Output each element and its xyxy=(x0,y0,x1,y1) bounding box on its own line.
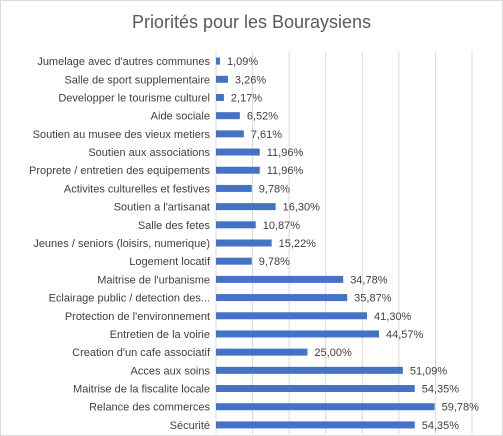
bar xyxy=(216,184,252,192)
category-label: Soutien aux associations xyxy=(88,147,210,159)
bar xyxy=(216,130,244,138)
bar xyxy=(216,112,240,120)
bar xyxy=(216,385,415,393)
bar xyxy=(216,348,308,356)
bar xyxy=(216,239,272,247)
bar xyxy=(216,421,415,429)
category-label: Soutien au musee des vieux metiers xyxy=(33,129,211,141)
category-label: Activites culturelles et festives xyxy=(64,183,211,195)
value-label: 34,78% xyxy=(350,274,388,286)
category-label: Creation d'un cafe associatif xyxy=(72,347,211,359)
value-label: 11,96% xyxy=(267,147,304,159)
value-label: 25,00% xyxy=(314,347,352,359)
value-label: 1,09% xyxy=(227,56,258,68)
category-label: Maitrise de l'urbanisme xyxy=(97,274,210,286)
bar xyxy=(216,294,348,302)
chart-title: Priorités pour les Bouraysiens xyxy=(131,12,372,32)
bar xyxy=(216,75,228,83)
bar xyxy=(216,257,252,265)
value-label: 54,35% xyxy=(422,384,460,396)
value-label: 11,96% xyxy=(267,165,304,177)
value-label: 54,35% xyxy=(422,420,460,432)
value-label: 6,52% xyxy=(247,111,278,123)
value-label: 35,87% xyxy=(354,293,392,305)
value-label: 9,78% xyxy=(259,183,290,195)
category-label: Protection de l'environnement xyxy=(65,311,210,323)
value-label: 44,57% xyxy=(386,329,424,341)
category-label: Acces aux soins xyxy=(131,365,211,377)
bar xyxy=(216,57,220,65)
value-label: 59,78% xyxy=(442,402,480,414)
bar xyxy=(216,203,276,211)
value-label: 16,30% xyxy=(283,202,321,214)
bar xyxy=(216,312,368,320)
bar xyxy=(216,148,260,156)
category-label: Salle des fetes xyxy=(138,220,211,232)
value-label: 7,61% xyxy=(251,129,282,141)
value-label: 2,17% xyxy=(231,92,262,104)
value-label: 51,09% xyxy=(410,365,448,377)
bar xyxy=(216,403,435,411)
bar xyxy=(216,221,256,229)
category-label: Salle de sport supplementaire xyxy=(64,74,210,86)
category-label: Soutien a l'artisanat xyxy=(114,202,210,214)
bar xyxy=(216,166,260,174)
category-label: Jeunes / seniors (loisirs, numerique) xyxy=(33,238,210,250)
category-label: Maitrise de la fiscalite locale xyxy=(73,384,210,396)
value-label: 15,22% xyxy=(279,238,317,250)
category-label: Sécurité xyxy=(170,420,210,432)
category-label: Developper le tourisme culturel xyxy=(58,92,210,104)
category-label: Logement locatif xyxy=(129,256,211,268)
category-label: Jumelage avec d'autres communes xyxy=(37,56,210,68)
bar xyxy=(216,275,344,283)
category-label: Entretien de la voirie xyxy=(110,329,210,341)
bar xyxy=(216,366,403,374)
bar xyxy=(216,330,379,338)
value-label: 41,30% xyxy=(374,311,412,323)
category-label: Eclairage public / detection des... xyxy=(49,293,210,305)
value-label: 9,78% xyxy=(259,256,290,268)
value-label: 3,26% xyxy=(235,74,266,86)
value-label: 10,87% xyxy=(263,220,301,232)
category-label: Relance des commerces xyxy=(89,402,211,414)
bar xyxy=(216,93,224,101)
category-label: Aide sociale xyxy=(151,111,210,123)
category-label: Proprete / entretien des equipements xyxy=(29,165,211,177)
